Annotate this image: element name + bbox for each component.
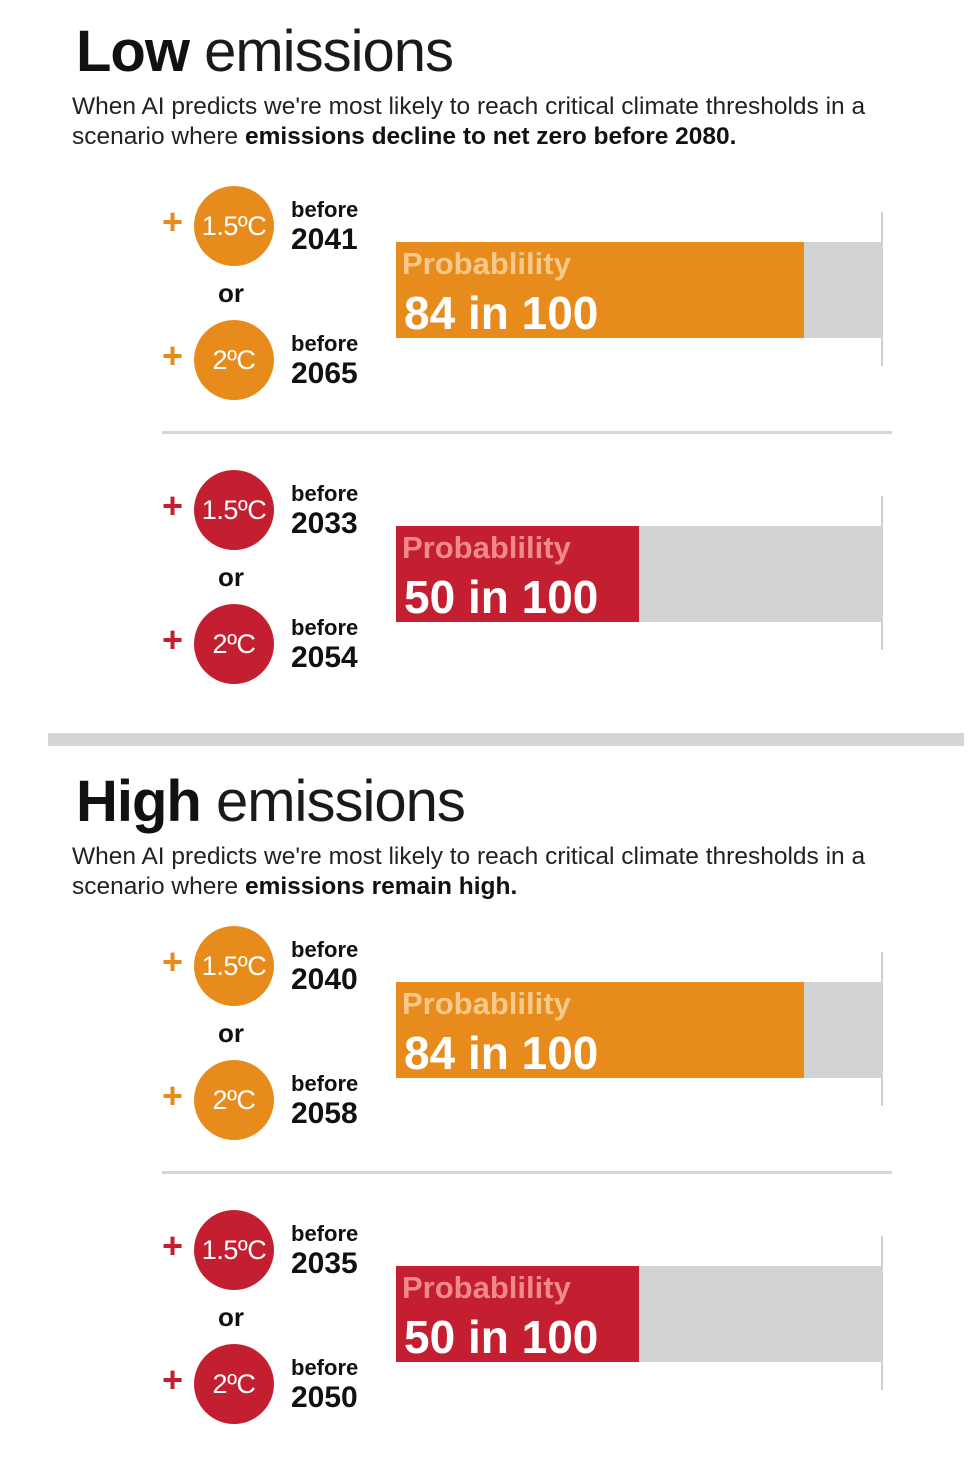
- probability-value: 50 in 100: [404, 1311, 599, 1363]
- before-label: before: [291, 197, 359, 222]
- section-subtitle: When AI predicts we're most likely to re…: [72, 92, 892, 152]
- before-label: before: [291, 481, 359, 506]
- subtitle-plain: When AI predicts we're most likely to re…: [72, 843, 866, 900]
- year-label: 2050: [291, 1381, 358, 1414]
- plus-sign: +: [162, 485, 184, 526]
- probability-value: 50 in 100: [404, 571, 599, 623]
- threshold-circle: 2ºC: [194, 320, 274, 400]
- before-label: before: [291, 331, 359, 356]
- subtitle-bold: emissions decline to net zero before 208…: [244, 123, 737, 150]
- threshold-row: +1.5ºC before 2041: [160, 186, 380, 266]
- plus-sign: +: [162, 1225, 184, 1266]
- probability-bar: [396, 1266, 639, 1362]
- bar-axis-line: [881, 1236, 883, 1390]
- bar-axis-line: [881, 952, 883, 1106]
- or-label: or: [218, 1018, 244, 1048]
- year-label: 2040: [291, 963, 358, 996]
- subtitle-bold: emissions remain high.: [244, 873, 518, 900]
- threshold-circle: 2ºC: [194, 1060, 274, 1140]
- probability-bar: [396, 982, 804, 1078]
- section-title: High emissions: [76, 768, 466, 835]
- plus-sign: +: [162, 941, 184, 982]
- year-label: 2041: [291, 223, 358, 256]
- title-light: emissions: [215, 769, 466, 834]
- probability-label: Probablility: [402, 986, 571, 1021]
- plus-sign: +: [162, 201, 184, 242]
- before-label: before: [291, 1221, 359, 1246]
- before-label: before: [291, 615, 359, 640]
- threshold-circle: 1.5ºC: [194, 470, 274, 550]
- threshold-circle: 1.5ºC: [194, 1210, 274, 1290]
- section-divider: [48, 733, 964, 746]
- year-label: 2054: [291, 641, 358, 674]
- probability-value: 84 in 100: [404, 1027, 599, 1079]
- or-label: or: [218, 278, 244, 308]
- or-label: or: [218, 1302, 244, 1332]
- probability-bar: [396, 242, 804, 338]
- year-label: 2058: [291, 1097, 358, 1130]
- probability-label: Probablility: [402, 530, 571, 565]
- bar-axis-line: [881, 496, 883, 650]
- title-bold: High: [76, 769, 202, 834]
- bar-axis-line: [881, 212, 883, 366]
- threshold-circle: 2ºC: [194, 1344, 274, 1424]
- threshold-circle: 2ºC: [194, 604, 274, 684]
- section-subtitle: When AI predicts we're most likely to re…: [72, 842, 892, 902]
- threshold-row: +1.5ºC before 2035: [160, 1210, 380, 1290]
- threshold-row: +2ºC before 2058: [160, 1060, 380, 1140]
- title-bold: Low: [76, 19, 190, 84]
- threshold-row: +1.5ºC before 2033: [160, 470, 380, 550]
- threshold-row: +2ºC before 2050: [160, 1344, 380, 1424]
- threshold-circle: 1.5ºC: [194, 926, 274, 1006]
- plus-sign: +: [162, 619, 184, 660]
- probability-label: Probablility: [402, 1270, 571, 1305]
- section-title: Low emissions: [76, 18, 454, 85]
- plus-sign: +: [162, 1075, 184, 1116]
- plus-sign: +: [162, 1359, 184, 1400]
- year-label: 2033: [291, 507, 358, 540]
- subtitle-plain: When AI predicts we're most likely to re…: [72, 93, 866, 150]
- group-divider: [162, 1171, 892, 1174]
- probability-label: Probablility: [402, 246, 571, 281]
- title-light: emissions: [204, 19, 454, 84]
- group-divider: [162, 431, 892, 434]
- threshold-row: +1.5ºC before 2040: [160, 926, 380, 1006]
- threshold-row: +2ºC before 2065: [160, 320, 380, 400]
- plus-sign: +: [162, 335, 184, 376]
- or-label: or: [218, 562, 244, 592]
- before-label: before: [291, 1071, 359, 1096]
- probability-bar: [396, 526, 639, 622]
- threshold-circle: 1.5ºC: [194, 186, 274, 266]
- year-label: 2065: [291, 357, 358, 390]
- year-label: 2035: [291, 1247, 358, 1280]
- threshold-row: +2ºC before 2054: [160, 604, 380, 684]
- probability-value: 84 in 100: [404, 287, 599, 339]
- before-label: before: [291, 937, 359, 962]
- before-label: before: [291, 1355, 359, 1380]
